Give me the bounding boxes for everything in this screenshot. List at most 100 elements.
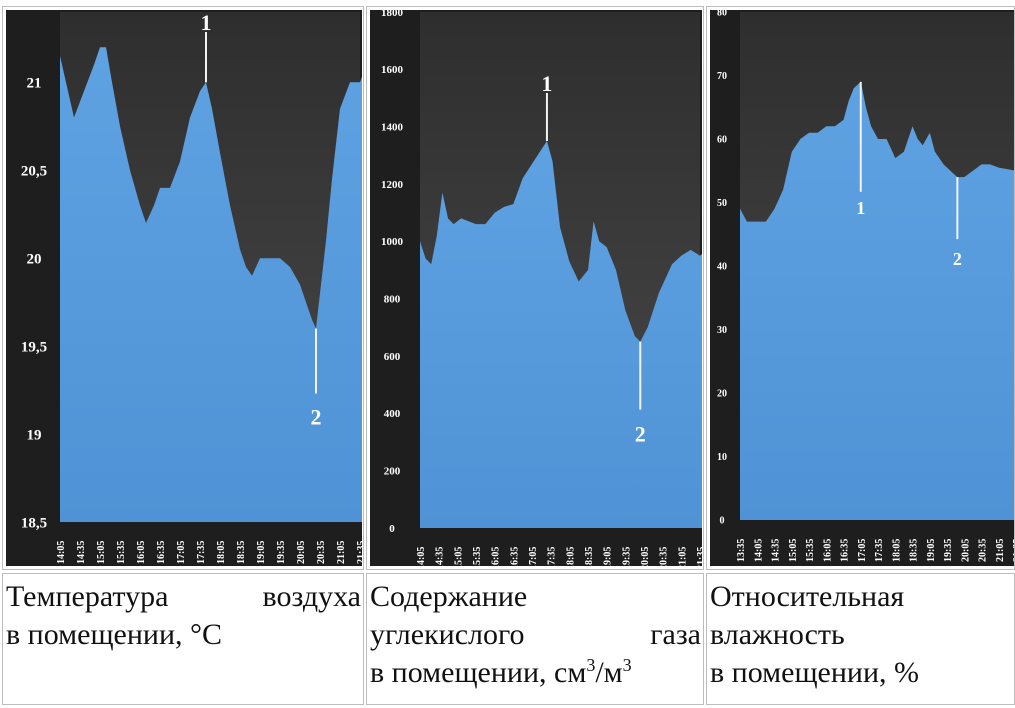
x-tick-label: 14:35 [435,547,446,566]
x-tick-label: 18:35 [909,539,920,562]
x-tick-label: 19:05 [256,541,267,564]
caption-co2-sup1: 3 [586,655,596,675]
y-tick-label: 21 [27,76,42,92]
y-tick-label: 800 [384,294,401,306]
x-tick-label: 16:05 [491,547,502,566]
x-tick-label: 18:05 [891,539,902,562]
x-tick-label: 16:05 [822,539,833,562]
x-tick-label: 16:05 [136,541,147,564]
area-series [60,47,362,522]
x-tick-label: 15:35 [805,539,816,562]
x-tick-label: 14:05 [56,541,67,564]
y-tick-label: 0 [720,516,725,527]
caption-co2: Содержание углекислого газа в помещении,… [366,573,704,705]
x-tick-label: 19:05 [603,547,614,566]
annotation-label: 1 [856,198,865,218]
x-tick-label: 17:05 [857,539,868,562]
x-tick-label: 15:05 [96,541,107,564]
x-tick-label: 21:35 [1012,539,1015,562]
y-tick-label: 80 [717,10,727,19]
y-tick-label: 18,5 [21,515,47,531]
x-tick-label: 16:35 [840,539,851,562]
annotation-label: 1 [541,71,552,96]
x-tick-label: 14:05 [753,539,764,562]
x-tick-label: 17:35 [874,539,885,562]
y-tick-label: 50 [717,198,727,209]
y-tick-label: 1200 [381,179,404,191]
x-tick-label: 21:05 [677,547,688,566]
x-tick-label: 20:35 [978,539,989,562]
chart-temperature-cell: 21 20,5 20 19,5 19 18,5 14:05 14:35 15:05 15:35 16… [2,6,364,570]
caption-co2-mid: /м [595,656,623,689]
x-tick-label: 13:35 [736,539,747,562]
caption-humidity: Относительная влажность в помещении, % [706,573,1015,705]
x-tick-label: 17:35 [196,541,207,564]
x-tick-label: 20:05 [640,547,651,566]
y-tick-label: 30 [717,325,727,336]
x-tick-label: 19:05 [926,539,937,562]
area-series [420,141,702,528]
annotation-label: 2 [635,422,646,447]
y-tick-label: 200 [384,466,401,478]
x-tick-label: 15:35 [472,547,483,566]
y-tick-label: 19 [27,427,42,443]
x-tick-label: 16:35 [156,541,167,564]
y-tick-label: 60 [717,135,727,146]
y-tick-label: 1800 [381,10,404,19]
y-tick-label: 1400 [381,122,404,134]
caption-temperature-line1: Температура воздуха [6,580,361,613]
x-tick-label: 14:05 [416,547,427,566]
caption-co2-line3-text: в помещении, см [370,656,587,689]
caption-humidity-line1: Относительная [710,580,905,613]
x-tick-label: 21:05 [336,541,347,564]
annotation-label: 1 [201,10,212,35]
annotation-label: 2 [311,405,322,430]
x-tick-label: 18:05 [216,541,227,564]
x-tick-label: 17:35 [547,547,558,566]
x-tick-label: 19:35 [276,541,287,564]
y-tick-label: 40 [717,262,727,273]
caption-co2-sup2: 3 [622,655,632,675]
y-tick-label: 70 [717,71,727,82]
x-tick-label: 15:05 [788,539,799,562]
caption-temperature-line2: в помещении, °С [6,618,223,651]
y-tick-label: 1600 [381,64,404,76]
x-tick-label: 21:05 [995,539,1006,562]
caption-temperature: Температура воздуха в помещении, °С [2,573,364,705]
y-tick-label: 400 [384,408,401,420]
x-tick-label: 17:05 [528,547,539,566]
x-tick-label: 15:35 [116,541,127,564]
x-tick-label: 19:35 [943,539,954,562]
y-tick-label: 20 [27,251,42,267]
x-tick-label: 16:35 [509,547,520,566]
caption-co2-line3: в помещении, см3/м3 [370,654,701,692]
chart-co2-cell: 1800 1600 1400 1200 1000 800 600 400 200 0 14:05 14… [366,6,704,570]
y-tick-label: 10 [717,452,727,463]
x-tick-label: 14:35 [76,541,87,564]
x-tick-label: 20:35 [659,547,670,566]
x-tick-label: 20:05 [296,541,307,564]
caption-humidity-line2: влажность [710,618,845,651]
chart-co2: 1800 1600 1400 1200 1000 800 600 400 200 0 14:05 14… [370,10,702,566]
x-tick-label: 15:05 [453,547,464,566]
chart-humidity-cell: 80 70 60 50 40 30 20 10 0 13:35 14:05 14:35 15:05 15:… [706,6,1015,570]
caption-co2-line2: углекислого газа [370,618,701,651]
x-tick-label: 19:35 [621,547,632,566]
y-tick-label: 19,5 [21,339,47,355]
chart-humidity: 80 70 60 50 40 30 20 10 0 13:35 14:05 14:35 15:05 15:… [710,10,1015,566]
y-tick-label: 20,5 [21,164,47,180]
annotation-label: 2 [953,249,962,269]
x-tick-label: 20:05 [960,539,971,562]
caption-humidity-line3: в помещении, % [710,656,920,689]
x-tick-label: 18:35 [236,541,247,564]
y-tick-label: 20 [717,389,727,400]
y-tick-label: 0 [389,523,395,535]
area-series [740,81,1014,520]
y-tick-label: 1000 [381,236,404,248]
y-tick-label: 600 [384,351,401,363]
x-tick-label: 20:35 [316,541,327,564]
x-tick-label: 18:35 [584,547,595,566]
x-tick-label: 18:05 [565,547,576,566]
